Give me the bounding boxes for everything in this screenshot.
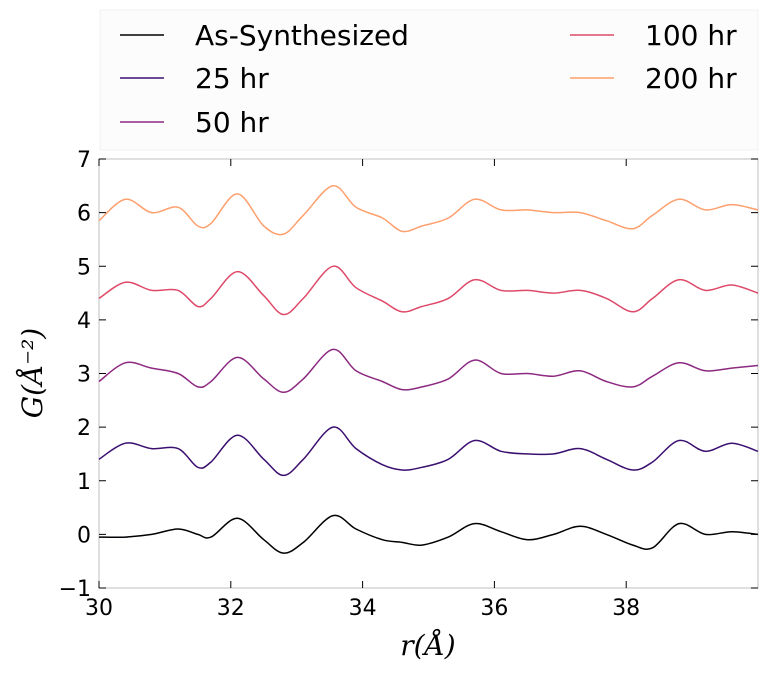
y-tick-label-8: 7 (77, 148, 91, 173)
legend-label-3: 100 hr (645, 19, 737, 52)
plot-frame (98, 158, 759, 589)
y-tick-label-1: 0 (77, 523, 91, 548)
y-tick-label-0: −1 (59, 577, 91, 602)
series-line-0 (98, 514, 759, 554)
legend-label-0: As-Synthesized (195, 19, 409, 52)
x-axis-title: r(Å) (400, 629, 455, 662)
x-tick-label-4: 38 (612, 596, 640, 621)
y-axis-title: G(Å⁻²) (16, 328, 49, 418)
series-line-4 (98, 185, 759, 236)
series-line-3 (98, 265, 759, 316)
x-tick-label-2: 34 (349, 596, 377, 621)
y-tick-label-2: 1 (77, 470, 91, 495)
y-tick-label-3: 2 (77, 416, 91, 441)
legend: As-Synthesized 25 hr 50 hr 100 hr 200 hr (120, 19, 737, 139)
legend-box (99, 9, 759, 151)
legend-label-1: 25 hr (195, 62, 269, 95)
legend-label-4: 200 hr (645, 62, 737, 95)
x-tick-label-1: 32 (217, 596, 245, 621)
x-tick-label-3: 36 (480, 596, 508, 621)
series-line-1 (98, 426, 759, 477)
series-group (98, 185, 759, 554)
y-tick-label-4: 3 (77, 363, 91, 388)
y-tick-label-7: 6 (77, 202, 91, 227)
y-tick-label-6: 5 (77, 255, 91, 280)
legend-label-2: 50 hr (195, 106, 269, 139)
x-tick-label-0: 30 (85, 596, 113, 621)
series-line-2 (98, 348, 759, 394)
y-tick-label-5: 4 (77, 309, 91, 334)
